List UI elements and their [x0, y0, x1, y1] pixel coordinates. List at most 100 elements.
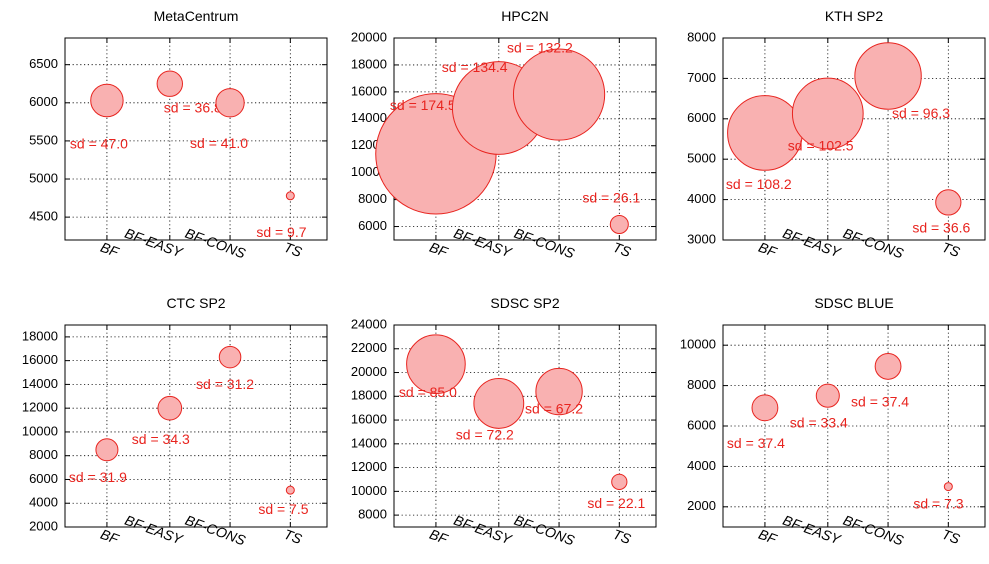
sd-label: sd = 41.0	[190, 135, 248, 151]
y-tick-label: 6000	[358, 218, 387, 233]
y-tick-label: 3000	[687, 231, 716, 246]
plot-frame	[64, 37, 328, 241]
y-tick-label: 8000	[358, 507, 387, 522]
y-tick-label: 12000	[351, 459, 387, 474]
sd-label: sd = 31.2	[196, 376, 254, 392]
y-tick-label: 6000	[687, 110, 716, 125]
chart-title: MetaCentrum	[154, 8, 239, 24]
bubble-bf-cons	[215, 88, 245, 118]
y-tick-label: 18000	[351, 56, 387, 71]
chart-panel-3: KTH SP2 3000 4000 5000 6000 7000 8000 BF BF-EASY…	[687, 8, 986, 262]
y-tick-label: 24000	[351, 316, 387, 331]
x-tick-label: BF	[427, 526, 451, 548]
y-tick-label: 16000	[351, 411, 387, 426]
bubble-bf-cons	[535, 367, 583, 416]
chart-title: HPC2N	[501, 8, 548, 24]
sd-label: sd = 132.2	[507, 40, 573, 56]
bubble-ts	[285, 485, 295, 495]
chart-panel-6: SDSC BLUE 2000 4000 6000 8000 10000 BF BF-EASYB…	[680, 295, 986, 549]
chart-panel-2: HPC2N60008000100001200014000160001800020…	[351, 8, 657, 262]
y-tick-label: 8000	[687, 377, 716, 392]
bubble-bf	[90, 83, 124, 118]
x-tick-label: TS	[940, 239, 963, 260]
chart-title: KTH SP2	[825, 8, 884, 24]
x-tick-label: BF	[756, 526, 780, 548]
sd-label: sd = 36.6	[912, 219, 970, 235]
x-tick-label: BF	[756, 239, 780, 261]
sd-label: sd = 22.1	[587, 495, 645, 511]
x-tick-label: BF-CONS	[183, 225, 248, 262]
y-tick-label: 2000	[687, 498, 716, 513]
x-tick-label: TS	[282, 239, 305, 260]
y-tick-label: 22000	[351, 340, 387, 355]
y-tick-label: 6000	[29, 471, 58, 486]
bubble-bf-easy	[791, 77, 864, 150]
y-tick-label: 8000	[29, 447, 58, 462]
y-tick-label: 6500	[29, 56, 58, 71]
sd-label: sd = 34.3	[132, 431, 190, 447]
x-tick-label: BF-EASY	[452, 512, 515, 548]
sd-label: sd = 47.0	[70, 136, 128, 152]
sd-label: sd = 7.5	[258, 501, 308, 517]
sd-label: sd = 72.2	[456, 426, 514, 442]
sd-label: sd = 9.7	[256, 224, 306, 240]
sd-label: sd = 7.3	[913, 496, 963, 512]
x-tick-label: BF	[427, 239, 451, 261]
bubble-bf	[751, 394, 779, 422]
x-tick-label: BF-EASY	[123, 225, 186, 261]
chart-panel-1: MetaCentrum 4500 5000 5500 6000 6500 BF BF-EASY…	[29, 8, 328, 262]
plot-frame	[393, 324, 657, 528]
bubble-bf-cons	[512, 48, 606, 141]
sd-label: sd = 85.0	[399, 384, 457, 400]
bubble-bf-easy	[473, 378, 525, 429]
chart-panel-5: SDSC SP2 8000 10000 12000 14000 16000 18000 200…	[351, 295, 657, 549]
sd-label: sd = 26.1	[582, 190, 640, 206]
bubble-bf-cons	[874, 353, 902, 380]
y-tick-label: 6000	[29, 94, 58, 109]
bubble-ts	[935, 189, 962, 216]
sd-label: sd = 31.9	[69, 469, 127, 485]
x-tick-label: BF	[98, 239, 122, 261]
sd-label: sd = 36.8	[164, 100, 222, 116]
bubble-bf	[727, 95, 803, 171]
y-tick-label: 8000	[358, 191, 387, 206]
bubble-bf-cons	[854, 42, 922, 110]
y-tick-label: 20000	[351, 29, 387, 44]
chart-title: CTC SP2	[166, 295, 225, 311]
y-tick-label: 18000	[22, 328, 58, 343]
y-tick-label: 5500	[29, 132, 58, 147]
x-tick-label: BF-EASY	[452, 225, 515, 261]
y-tick-label: 10000	[22, 423, 58, 438]
sd-label: sd = 67.2	[525, 401, 583, 417]
x-tick-label: BF-CONS	[183, 512, 248, 549]
bubble-bf	[95, 438, 119, 462]
sd-label: sd = 134.4	[442, 59, 508, 75]
bubble-bf-cons	[218, 345, 242, 369]
chart-title: SDSC SP2	[490, 295, 559, 311]
plot-frame	[64, 324, 328, 528]
x-tick-label: TS	[282, 526, 305, 547]
x-tick-label: BF	[98, 526, 122, 548]
chart-title: SDSC BLUE	[814, 295, 893, 311]
x-tick-label: BF-CONS	[841, 225, 906, 262]
y-tick-label: 14000	[351, 435, 387, 450]
bubble-bf-easy	[157, 395, 183, 421]
sd-label: sd = 174.5	[390, 97, 456, 113]
x-tick-label: BF-EASY	[781, 225, 844, 261]
bubble-ts	[943, 482, 953, 492]
y-tick-label: 14000	[351, 110, 387, 125]
x-tick-label: TS	[611, 526, 634, 547]
x-tick-label: BF-EASY	[781, 512, 844, 548]
y-tick-label: 16000	[22, 352, 58, 367]
sd-label: sd = 96.3	[892, 105, 950, 121]
bubble-bf	[406, 334, 466, 395]
bubble-ts	[285, 191, 295, 201]
y-tick-label: 4000	[687, 458, 716, 473]
y-tick-label: 5000	[687, 151, 716, 166]
y-tick-label: 10000	[680, 337, 716, 352]
y-tick-label: 12000	[22, 400, 58, 415]
sd-label: sd = 108.2	[726, 176, 792, 192]
x-tick-label: BF-CONS	[841, 512, 906, 549]
y-tick-label: 10000	[351, 483, 387, 498]
